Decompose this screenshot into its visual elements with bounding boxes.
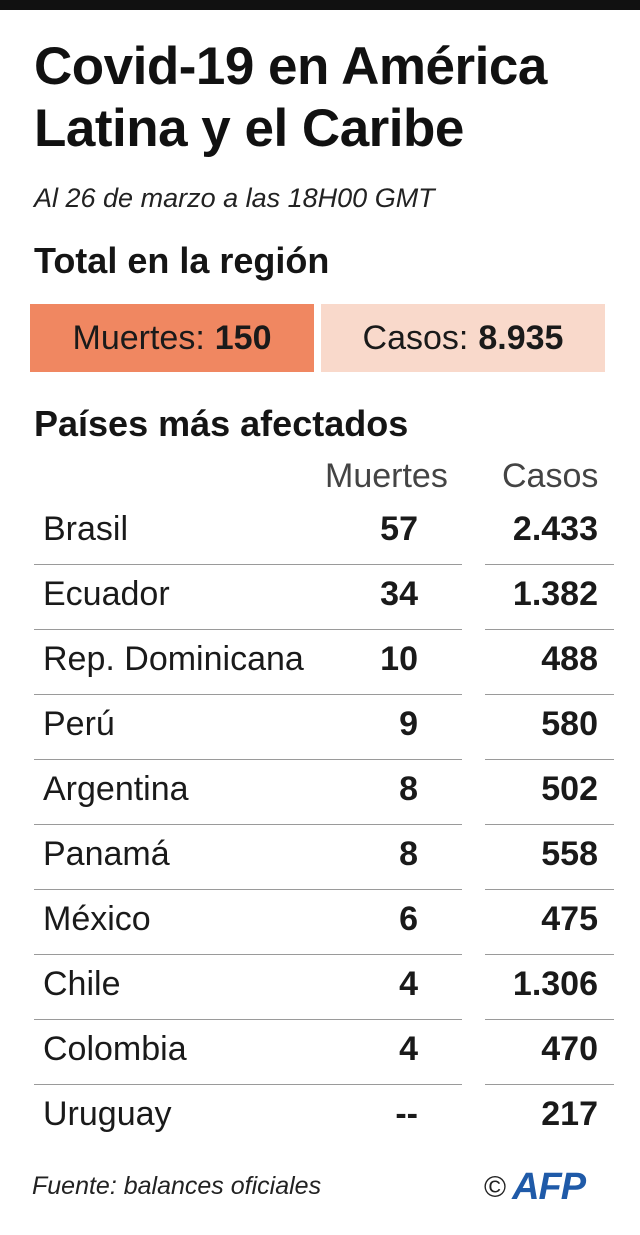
country-cases: 217 [541,1095,598,1133]
country-cases: 580 [541,705,598,743]
table-row: México 6 475 [0,890,640,955]
region-cases-label: Casos: [362,318,469,357]
country-name: Perú [43,705,115,743]
copyright-icon: © [484,1170,507,1204]
row-divider [485,629,614,630]
table-row: Rep. Dominicana 10 488 [0,630,640,695]
country-deaths: 6 [399,900,418,938]
country-cases: 1.306 [512,965,598,1003]
row-divider [34,954,462,955]
row-divider [485,824,614,825]
country-cases: 488 [541,640,598,678]
region-cases-box: Casos: 8.935 [321,304,605,372]
countries-table: Brasil 57 2.433 Ecuador 34 1.382 Rep. Do… [0,500,640,1150]
country-name: Brasil [43,510,129,548]
country-name: Ecuador [43,575,170,613]
row-divider [485,1019,614,1020]
table-row: Chile 4 1.306 [0,955,640,1020]
row-divider [485,694,614,695]
country-cases: 470 [541,1030,598,1068]
country-name: Uruguay [43,1095,172,1133]
row-divider [34,759,462,760]
table-row: Panamá 8 558 [0,825,640,890]
row-divider [34,824,462,825]
table-row: Argentina 8 502 [0,760,640,825]
country-cases: 475 [541,900,598,938]
country-name: Colombia [43,1030,187,1068]
country-deaths: 57 [380,510,418,548]
country-cases: 558 [541,835,598,873]
country-cases: 2.433 [512,510,598,548]
top-bar [0,0,640,10]
source-note: Fuente: balances oficiales [32,1172,322,1200]
country-deaths: 8 [399,770,418,808]
table-row: Colombia 4 470 [0,1020,640,1085]
country-deaths: 34 [380,575,418,613]
region-deaths-label: Muertes: [72,318,205,357]
page-title: Covid-19 en América Latina y el Caribe [34,37,547,158]
region-deaths-value: 150 [214,318,272,357]
table-row: Ecuador 34 1.382 [0,565,640,630]
country-deaths: 4 [399,1030,418,1068]
row-divider [34,1084,462,1085]
agency-credit: © AFP [484,1166,586,1209]
region-deaths-box: Muertes: 150 [30,304,314,372]
country-name: Chile [43,965,121,1003]
country-cases: 1.382 [512,575,598,613]
country-deaths: 10 [380,640,418,678]
country-deaths: -- [395,1095,418,1133]
country-name: Argentina [43,770,189,808]
column-header-deaths: Muertes [325,457,448,495]
country-name: México [43,900,151,938]
table-row: Brasil 57 2.433 [0,500,640,565]
row-divider [485,954,614,955]
row-divider [34,694,462,695]
table-row: Uruguay -- 217 [0,1085,640,1150]
region-heading: Total en la región [34,240,330,281]
row-divider [34,629,462,630]
row-divider [34,564,462,565]
country-name: Rep. Dominicana [43,640,304,678]
row-divider [485,564,614,565]
region-cases-value: 8.935 [478,318,564,357]
country-name: Panamá [43,835,170,873]
country-cases: 502 [541,770,598,808]
row-divider [485,759,614,760]
row-divider [34,1019,462,1020]
column-header-cases: Casos [502,457,599,495]
table-row: Perú 9 580 [0,695,640,760]
date-subtitle: Al 26 de marzo a las 18H00 GMT [34,183,435,213]
countries-heading: Países más afectados [34,403,409,444]
country-deaths: 4 [399,965,418,1003]
row-divider [34,889,462,890]
row-divider [485,1084,614,1085]
afp-logo: AFP [512,1166,586,1208]
country-deaths: 8 [399,835,418,873]
row-divider [485,889,614,890]
country-deaths: 9 [399,705,418,743]
